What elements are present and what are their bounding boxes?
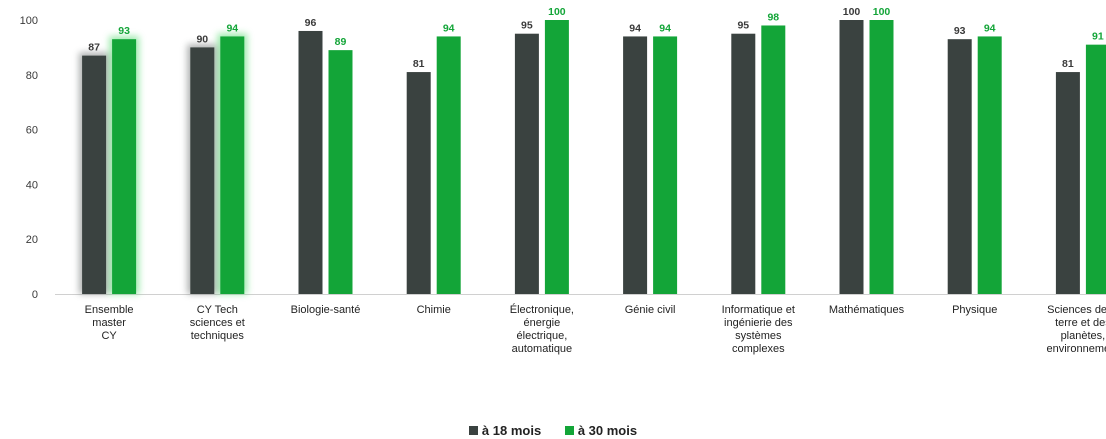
category-label-4: Électronique, énergie électrique, automatiq… (510, 303, 574, 355)
bar-s1-3 (406, 72, 431, 294)
category-label-line: automatique (512, 343, 573, 355)
category-label-line: électrique, (517, 330, 568, 342)
y-axis: 0 20 40 60 80 100 (20, 15, 38, 301)
category-label-line: CY Tech (197, 304, 238, 316)
legend-item-series-2: à 30 mois (564, 423, 638, 438)
y-tick-label-3: 60 (26, 125, 38, 137)
data-label-s2-7: 100 (873, 6, 891, 18)
data-label-s2-4: 100 (548, 6, 566, 18)
y-tick-label-4: 80 (26, 70, 38, 82)
category-label-9: Sciences de laterre et desplanètes,envir… (1047, 304, 1106, 355)
category-label-line: énergie (524, 317, 561, 329)
category-label-line: Physique (952, 304, 997, 316)
bar-s2-3 (436, 36, 461, 294)
bar-s1-8 (947, 39, 972, 295)
data-label-s2-6: 98 (767, 11, 779, 23)
category-label-6: Informatique et ingénierie des systèmes com… (722, 304, 795, 355)
bar-s1-6 (731, 33, 756, 294)
bar-s1-2 (298, 30, 323, 295)
bar-s2-7 (869, 20, 894, 294)
bar-s2-8 (977, 36, 1002, 294)
legend: à 18 mois à 30 mois (0, 423, 1106, 438)
category-label-line: Sciences de la (1047, 304, 1106, 316)
category-label-line: master (92, 317, 126, 329)
category-label-0: Ensemble master CY (85, 304, 134, 342)
legend-swatch-series-2 (564, 426, 574, 435)
category-labels: Ensemble master CY CY Tech sciences et techni… (85, 303, 1106, 355)
bar-s2-6 (761, 25, 786, 294)
bar-s1-9 (1055, 72, 1080, 294)
category-label-1: CY Tech sciences et techniques (190, 304, 245, 342)
bar-s2-2 (328, 50, 353, 294)
data-label-s2-8: 94 (984, 22, 996, 34)
data-label-s2-2: 89 (335, 36, 347, 48)
data-labels: 87 93 90 94 96 89 81 94 95 100 94 94 95 98 100 100 93 94 8… (88, 6, 1104, 70)
category-label-line: environnement (1047, 343, 1106, 355)
category-label-line: Biologie-santé (291, 304, 361, 316)
data-label-s1-0: 87 (88, 42, 100, 54)
data-label-s2-0: 93 (118, 25, 130, 37)
category-label-line: Informatique et (722, 304, 795, 316)
bars (82, 20, 1106, 295)
bar-s1-1 (190, 47, 215, 295)
bar-s2-5 (653, 36, 678, 294)
data-label-s2-1: 94 (226, 22, 238, 34)
category-label-line: systèmes (735, 330, 782, 342)
y-tick-label-1: 20 (26, 234, 38, 246)
legend-item-series-1: à 18 mois (468, 423, 542, 438)
category-label-8: Physique (952, 304, 997, 316)
category-label-7: Mathématiques (829, 304, 905, 316)
data-label-s1-5: 94 (629, 22, 641, 34)
category-label-line: ingénierie des (724, 317, 793, 329)
data-label-s1-3: 81 (413, 58, 425, 70)
category-label-3: Chimie (417, 304, 451, 316)
y-tick-label-2: 40 (26, 179, 38, 191)
category-label-line: Génie civil (625, 304, 676, 316)
category-label-5: Génie civil (625, 304, 676, 316)
category-label-line: techniques (191, 330, 245, 342)
data-label-s1-9: 81 (1062, 58, 1074, 70)
y-tick-label-0: 0 (32, 289, 38, 301)
data-label-s2-5: 94 (659, 22, 671, 34)
data-label-s1-6: 95 (737, 20, 749, 32)
bar-s1-7 (839, 20, 864, 294)
bar-s1-4 (514, 33, 539, 294)
category-label-line: Mathématiques (829, 304, 905, 316)
category-label-line: Chimie (417, 304, 451, 316)
category-label-2: Biologie-santé (291, 304, 361, 316)
data-label-s2-9: 91 (1092, 31, 1104, 43)
data-label-s2-3: 94 (443, 22, 455, 34)
data-label-s1-4: 95 (521, 20, 533, 32)
bar-s2-0 (112, 39, 137, 295)
category-label-line: Électronique, (510, 303, 574, 316)
legend-label-series-2: à 30 mois (577, 423, 638, 438)
bar-s1-5 (623, 36, 648, 294)
data-label-s1-2: 96 (305, 17, 317, 29)
category-label-line: Ensemble (85, 304, 134, 316)
data-label-s1-1: 90 (196, 33, 208, 45)
bar-s1-0 (82, 55, 107, 295)
bar-s2-4 (544, 20, 569, 294)
category-label-line: CY (101, 330, 117, 342)
category-label-line: planètes, (1061, 330, 1106, 342)
bar-s2-1 (220, 36, 245, 294)
legend-label-series-1: à 18 mois (481, 423, 542, 438)
category-label-line: complexes (732, 343, 785, 355)
bar-s2-9 (1085, 44, 1106, 294)
legend-swatch-series-1 (468, 426, 478, 435)
data-label-s1-7: 100 (843, 6, 861, 18)
y-tick-label-5: 100 (20, 15, 38, 27)
category-label-line: terre et des (1055, 317, 1106, 329)
category-label-line: sciences et (190, 317, 245, 329)
data-label-s1-8: 93 (954, 25, 966, 37)
